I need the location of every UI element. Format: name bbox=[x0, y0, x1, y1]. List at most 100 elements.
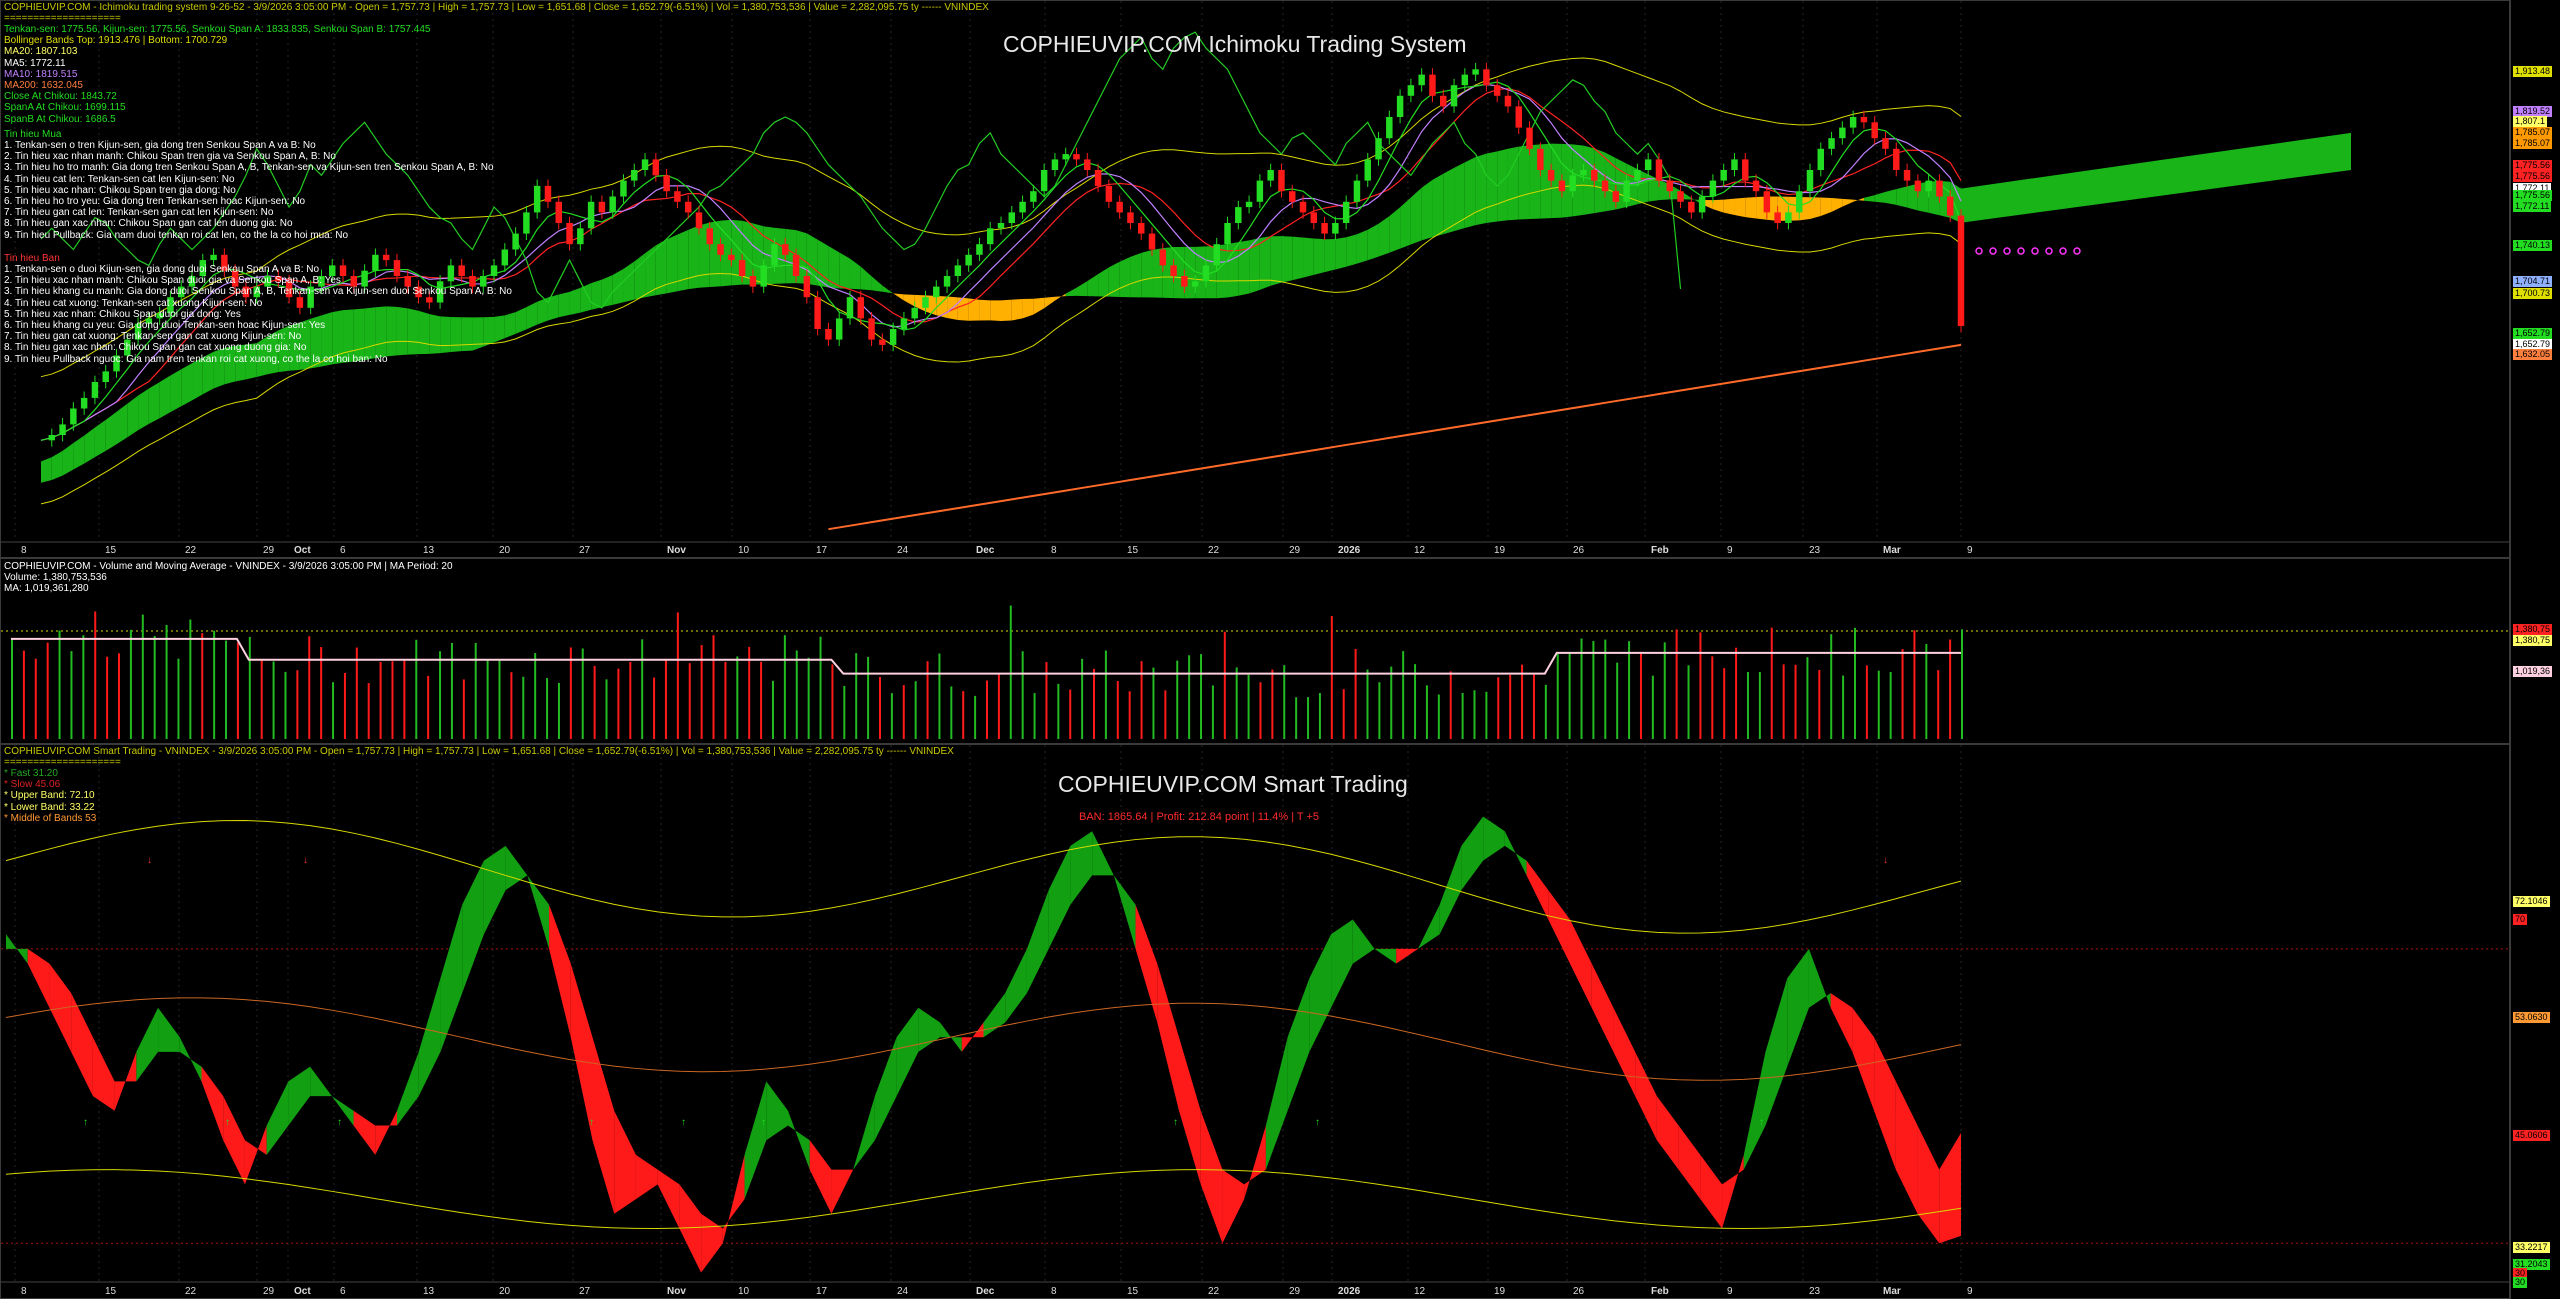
candle-body bbox=[738, 260, 746, 276]
candle-body bbox=[264, 276, 271, 287]
candle-body bbox=[1008, 212, 1016, 223]
volume-bar bbox=[986, 680, 988, 739]
cloud-segment bbox=[1313, 238, 1325, 275]
candle-body bbox=[102, 371, 109, 382]
volume-bar bbox=[379, 661, 382, 739]
volume-bar bbox=[1283, 665, 1286, 739]
volume-bar bbox=[653, 677, 656, 739]
volume-bar bbox=[974, 695, 977, 739]
oscillator-band bbox=[1830, 993, 1853, 1052]
candle-body bbox=[900, 318, 908, 329]
oscillator-band bbox=[462, 860, 484, 994]
cloud-segment bbox=[1551, 143, 1562, 219]
oscillator-band bbox=[158, 1007, 180, 1052]
cloud-segment bbox=[450, 317, 462, 352]
volume-bar bbox=[1378, 682, 1381, 739]
cloud-segment bbox=[267, 330, 279, 375]
candle-body bbox=[1601, 180, 1609, 192]
price-axis[interactable]: 1,913.48 1,819.52 1,807.1 1,785.07 1,785.07 1… bbox=[2510, 0, 2560, 558]
candle-body bbox=[285, 281, 293, 298]
candle-body bbox=[1839, 127, 1846, 139]
cloud-segment bbox=[990, 300, 1001, 321]
cloud-segment bbox=[127, 395, 139, 438]
volume-bar bbox=[1639, 652, 1642, 739]
candle-body bbox=[1591, 170, 1598, 181]
volume-bar bbox=[1746, 671, 1749, 739]
oscillator-band bbox=[1352, 919, 1375, 964]
candle-body bbox=[1806, 170, 1814, 192]
signal-arrow: ↑ bbox=[337, 1117, 342, 1128]
cloud-segment bbox=[321, 312, 333, 367]
volume-bar bbox=[70, 651, 73, 739]
candle-body bbox=[533, 185, 541, 213]
info-line: 4. Tin hieu cat len: Tenkan-sen cat len … bbox=[4, 173, 235, 185]
candle-body bbox=[598, 201, 606, 213]
candle-body bbox=[350, 276, 358, 287]
cloud-segment bbox=[289, 322, 300, 371]
cloud-segment bbox=[1141, 249, 1153, 298]
cloud-segment bbox=[1475, 153, 1487, 226]
date-label: 22 bbox=[1208, 1286, 1220, 1297]
candle-body bbox=[835, 318, 843, 340]
oscillator-band bbox=[549, 904, 571, 1038]
volume-bar bbox=[22, 650, 25, 739]
cloud-segment bbox=[1745, 197, 1757, 219]
cloud-segment bbox=[278, 325, 290, 373]
candle-body bbox=[329, 265, 336, 276]
oscillator-band bbox=[614, 1110, 636, 1214]
volume-axis[interactable]: 1,380,75 1,380,75 1,019,36 bbox=[2510, 558, 2560, 744]
projection-dot bbox=[1989, 247, 1997, 255]
smart-subtitle: BAN: 1865.64 | Profit: 212.84 point | 11… bbox=[1079, 811, 1320, 823]
oscillator-band bbox=[1570, 919, 1592, 1008]
oscillator-band bbox=[418, 978, 441, 1097]
volume-bar bbox=[546, 678, 549, 739]
cloud-segment bbox=[1734, 197, 1746, 218]
volume-bar bbox=[1437, 694, 1440, 739]
volume-bar bbox=[1556, 654, 1559, 739]
oscillator-band bbox=[896, 1007, 919, 1097]
candle-body bbox=[91, 382, 99, 398]
candle-body bbox=[124, 339, 131, 356]
oscillator-band bbox=[1374, 948, 1397, 964]
volume-bar bbox=[510, 672, 513, 739]
candle-body bbox=[1299, 201, 1307, 213]
candle-body bbox=[717, 244, 724, 255]
date-label: Dec bbox=[976, 545, 995, 556]
oscillator-band bbox=[1743, 1051, 1766, 1170]
oscillator-band bbox=[1483, 816, 1505, 861]
volume-bar bbox=[664, 659, 667, 739]
candle-body bbox=[986, 228, 994, 245]
oscillator-band bbox=[1678, 1125, 1701, 1200]
candle-body bbox=[1116, 201, 1123, 213]
date-label: 26 bbox=[1573, 1286, 1585, 1297]
axis-price-tag: 1,772.11 bbox=[2513, 183, 2552, 194]
volume-bar bbox=[1877, 670, 1880, 739]
cloud-segment bbox=[213, 348, 225, 389]
info-line: COPHIEUVIP.COM - Ichimoku trading system… bbox=[4, 2, 989, 13]
oscillator-band bbox=[1722, 1154, 1744, 1229]
oscillator-band bbox=[1526, 860, 1549, 920]
volume-bar bbox=[106, 656, 109, 739]
candle-body bbox=[1051, 159, 1059, 170]
oscillator-band bbox=[722, 1154, 745, 1244]
volume-bar bbox=[795, 650, 798, 739]
volume-bar bbox=[676, 612, 679, 739]
candle-body bbox=[1774, 212, 1781, 223]
oscillator-axis[interactable]: 72.1046 70 53.0630 45.0606 33.2217 31.2043 30 3… bbox=[2510, 744, 2560, 1299]
candle-body bbox=[1094, 170, 1102, 186]
volume-bar bbox=[141, 614, 144, 739]
date-label: 17 bbox=[816, 1286, 828, 1297]
signal-arrow: ↑ bbox=[681, 1117, 686, 1128]
ichimoku-chart bbox=[1, 1, 2509, 543]
middle-band bbox=[5, 997, 1962, 1081]
volume-bar bbox=[248, 636, 251, 739]
cloud-segment bbox=[1561, 143, 1573, 218]
date-label: Feb bbox=[1651, 545, 1669, 556]
oscillator-band bbox=[1396, 948, 1418, 964]
candle-body bbox=[1817, 148, 1825, 170]
candle-body bbox=[1191, 281, 1199, 287]
volume-bar bbox=[1949, 639, 1952, 739]
volume-bar bbox=[831, 664, 834, 739]
volume-bar bbox=[225, 640, 228, 739]
volume-bar bbox=[1057, 683, 1060, 739]
